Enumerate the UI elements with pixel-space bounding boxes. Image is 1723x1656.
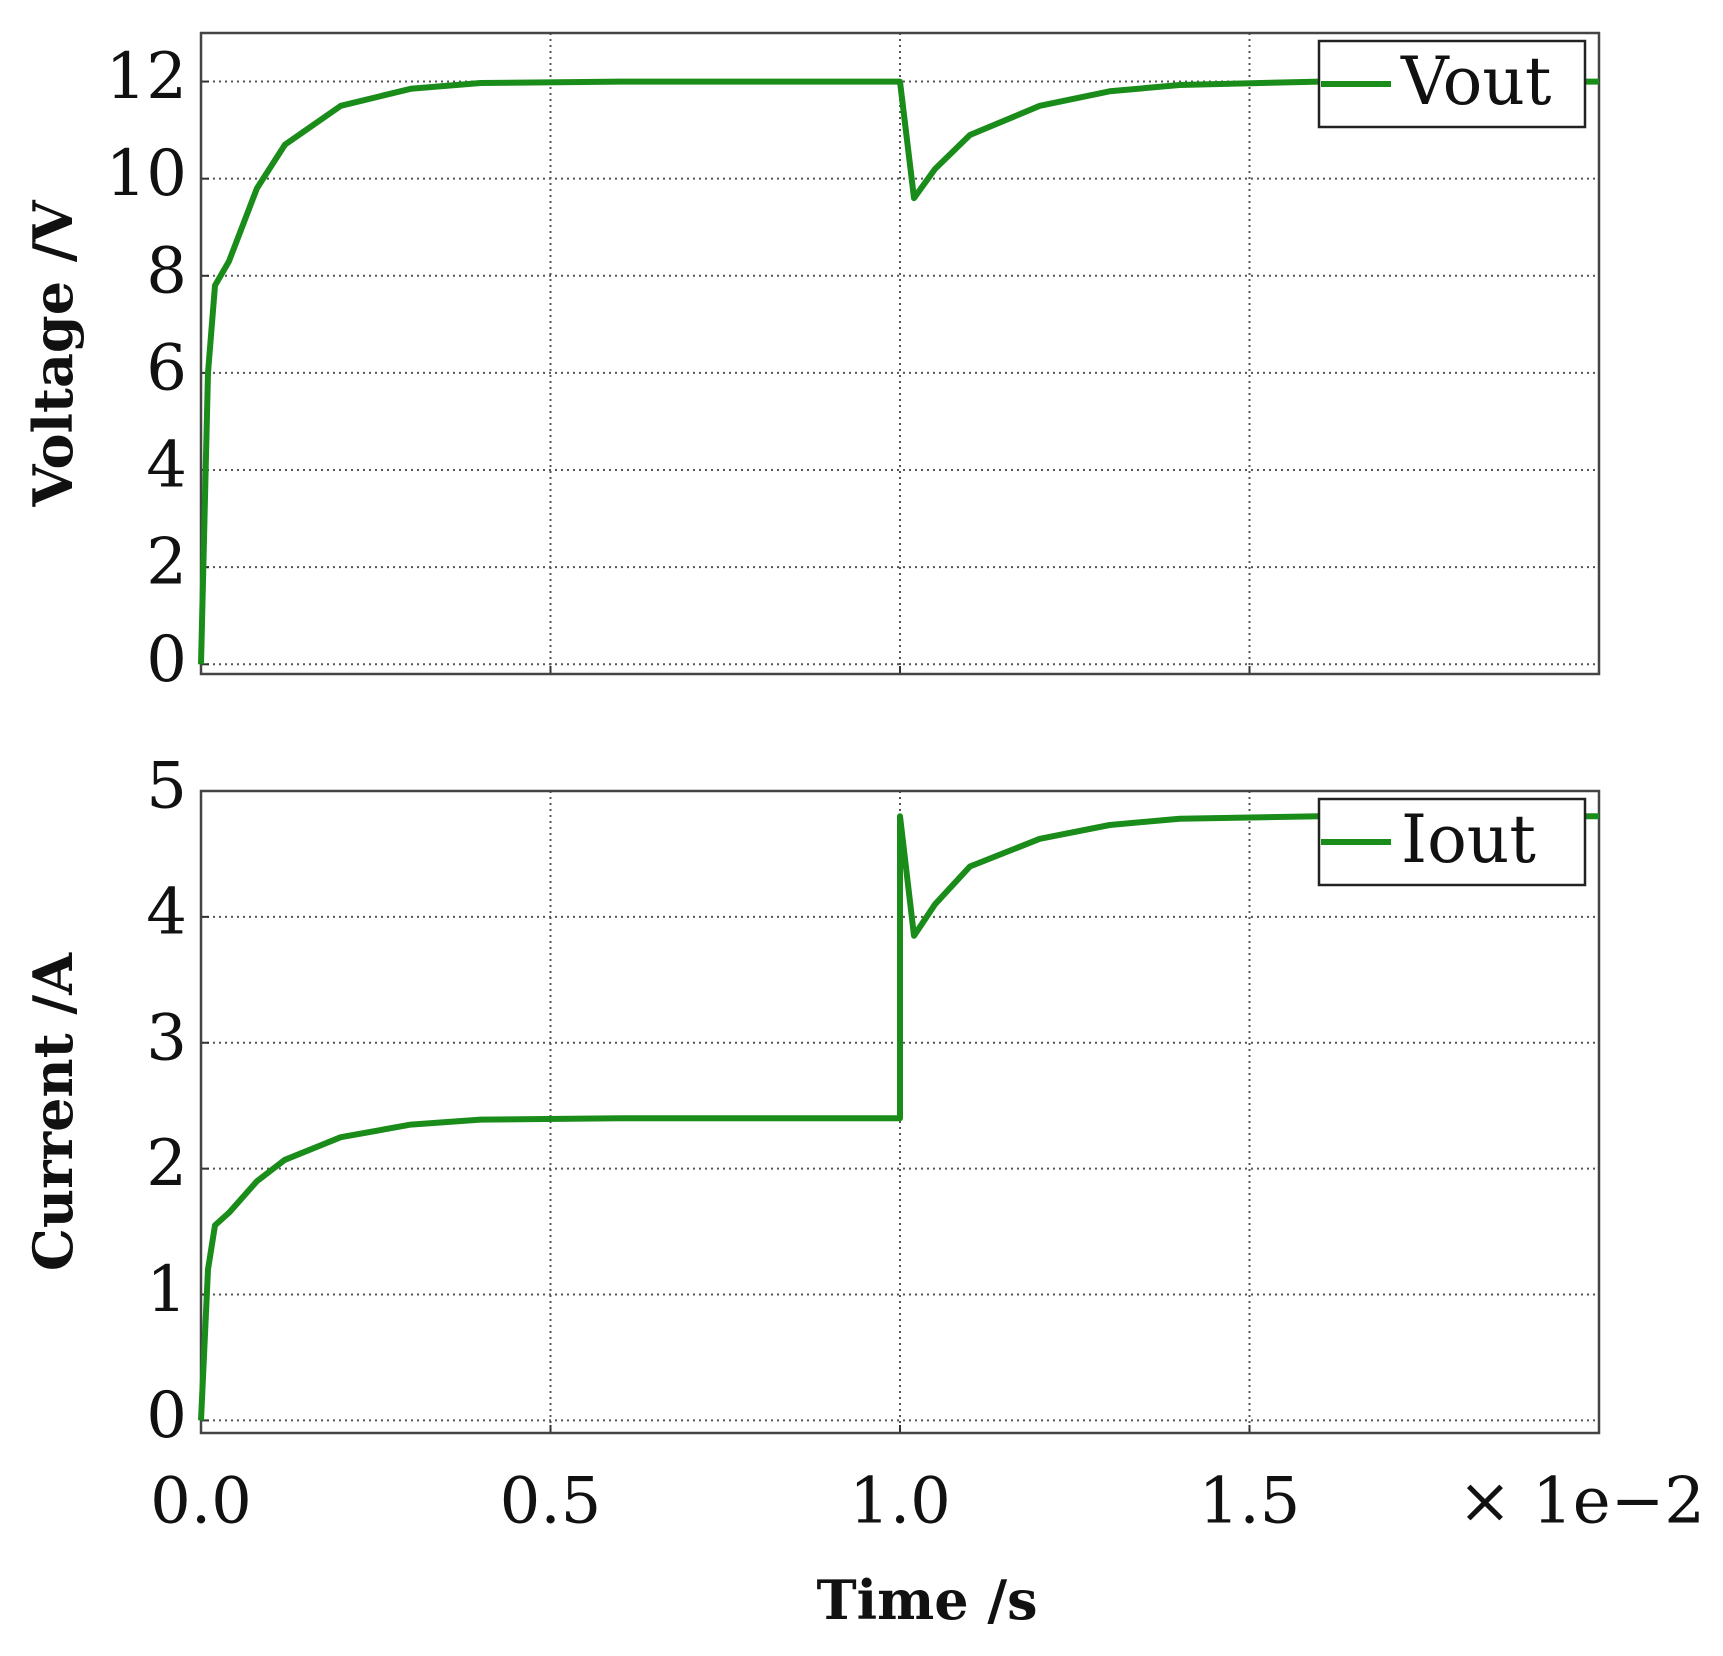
y-axis-label: Current /A bbox=[21, 952, 85, 1271]
y-tick-label: 5 bbox=[146, 750, 187, 824]
legend-label: Vout bbox=[1400, 43, 1551, 120]
y-tick-label: 1 bbox=[146, 1253, 187, 1327]
x-tick-label: 0.5 bbox=[500, 1465, 602, 1539]
data-line bbox=[198, 813, 1599, 1421]
x-tick-label: 1.0 bbox=[849, 1465, 951, 1539]
x-tick-label: 1.5 bbox=[1199, 1465, 1301, 1539]
y-tick-label: 4 bbox=[146, 429, 187, 503]
y-tick-label: 12 bbox=[106, 40, 187, 114]
y-tick-label: 6 bbox=[146, 331, 187, 405]
x-offset-label: × 1e−2 bbox=[1458, 1465, 1705, 1539]
x-tick-label: 0.0 bbox=[150, 1465, 252, 1539]
y-tick-label: 2 bbox=[146, 1127, 187, 1201]
plot-frame bbox=[199, 31, 1601, 676]
y-tick-label: 10 bbox=[106, 137, 187, 211]
y-axis-label: Voltage /V bbox=[21, 199, 85, 507]
data-line bbox=[198, 78, 1599, 665]
x-axis-label: Time /s bbox=[816, 1568, 1037, 1632]
y-tick-label: 4 bbox=[146, 875, 187, 949]
legend-label: Iout bbox=[1401, 801, 1536, 878]
y-tick-label: 2 bbox=[146, 526, 187, 600]
y-tick-label: 0 bbox=[146, 1379, 187, 1453]
y-tick-label: 8 bbox=[146, 234, 187, 308]
y-tick-label: 0 bbox=[146, 623, 187, 697]
y-tick-label: 3 bbox=[146, 1001, 187, 1075]
plot-frame bbox=[199, 789, 1601, 1435]
